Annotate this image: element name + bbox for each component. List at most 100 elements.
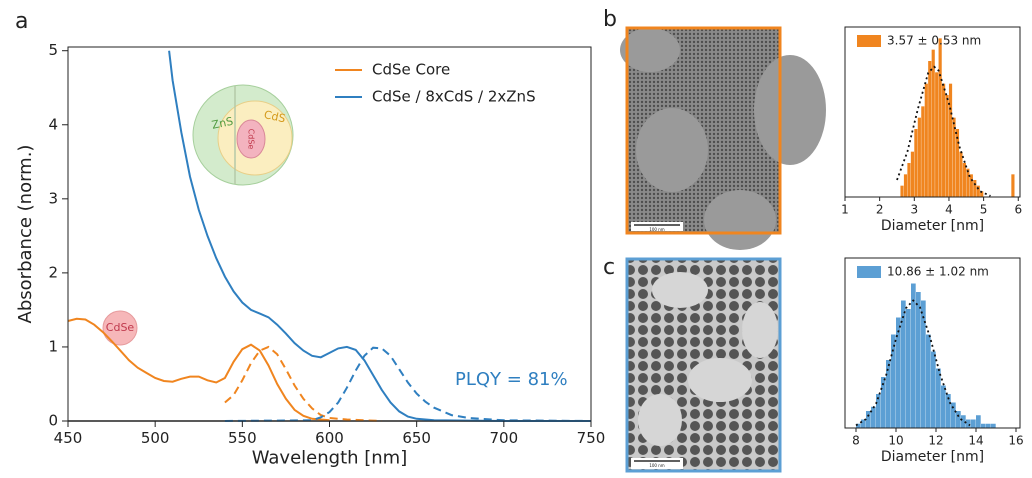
shell-label: ZnS: [211, 115, 235, 132]
histogram-bar: [866, 411, 871, 428]
plqy-annotation: PLQY = 81%: [455, 369, 568, 390]
histogram-bar: [935, 72, 939, 197]
histogram-bar: [910, 151, 915, 197]
x-tick-label: 4: [945, 203, 953, 217]
series-line: [224, 345, 382, 422]
histogram-bar: [966, 168, 970, 197]
histogram-bar: [861, 419, 866, 428]
histogram-bar: [926, 334, 931, 428]
tem-image-b: [620, 26, 826, 250]
x-tick-label: 16: [1008, 434, 1023, 448]
y-axis-label: Absorbance (norm.): [15, 145, 36, 324]
histogram-bar: [924, 83, 928, 197]
histogram-bar: [1011, 174, 1015, 197]
x-axis-label: Wavelength [nm]: [252, 448, 408, 469]
series-line: [67, 317, 330, 422]
y-tick-label: 0: [48, 412, 58, 430]
x-axis-label: Diameter [nm]: [881, 218, 984, 234]
series-line: [168, 50, 591, 422]
histogram-bar: [856, 423, 861, 428]
x-tick-label: 2: [876, 203, 884, 217]
histogram-bar: [959, 151, 963, 197]
x-tick-label: 1: [841, 203, 849, 217]
scale-bar-label: 100 nm: [649, 227, 664, 232]
histogram-bar: [991, 423, 996, 428]
panel-label: b: [603, 7, 617, 32]
x-tick-label: 12: [928, 434, 943, 448]
x-tick-label: 10: [888, 434, 903, 448]
tem-image-c: [625, 257, 782, 473]
histogram-bar: [901, 300, 906, 428]
histogram-bar: [936, 368, 941, 428]
panel-label: c: [603, 255, 615, 280]
histogram-bar: [916, 292, 921, 428]
x-tick-label: 550: [228, 429, 257, 447]
core-label: CdSe: [247, 129, 256, 150]
histogram-bar: [911, 283, 916, 428]
histogram-bar: [952, 117, 956, 197]
histogram-bar: [900, 185, 904, 197]
histogram-bar: [961, 415, 966, 428]
histogram-bar: [871, 406, 876, 428]
histogram-bar: [938, 38, 942, 198]
series-line: [224, 346, 592, 422]
histogram-bar: [962, 163, 966, 197]
histogram-bar: [981, 423, 986, 428]
x-tick-label: 700: [490, 429, 519, 447]
axes-frame: [844, 26, 1021, 198]
panel-label: a: [15, 9, 28, 34]
legend-label: CdSe Core: [372, 61, 450, 79]
x-tick-label: 600: [315, 429, 344, 447]
x-tick-label: 14: [968, 434, 983, 448]
y-tick-label: 2: [48, 263, 58, 281]
histogram-bar: [941, 385, 946, 428]
y-tick-label: 5: [48, 41, 58, 59]
histogram-bar: [973, 180, 977, 197]
fit-curve: [855, 299, 971, 427]
legend-label: CdSe / 8xCdS / 2xZnS: [372, 88, 536, 106]
x-tick-label: 5: [980, 203, 988, 217]
shell-label: CdS: [263, 108, 287, 125]
x-tick-label: 500: [141, 429, 170, 447]
histogram-bar: [914, 129, 918, 197]
histogram-bar: [986, 423, 991, 428]
x-tick-label: 750: [577, 429, 606, 447]
histogram-bar: [891, 334, 896, 428]
x-tick-label: 450: [54, 429, 83, 447]
histogram-bar: [917, 117, 921, 197]
histogram-bar: [980, 191, 984, 197]
scale-bar-label: 100 nm: [649, 463, 664, 468]
y-tick-label: 3: [48, 189, 58, 207]
histogram-bar: [969, 174, 973, 197]
histogram-bar: [942, 83, 946, 197]
histogram-bar: [896, 317, 901, 428]
x-tick-label: 8: [852, 434, 860, 448]
histogram-bar: [903, 174, 908, 197]
histogram-bar: [881, 377, 886, 428]
core-shell-schematic: [102, 84, 294, 346]
histogram-bar: [956, 411, 961, 428]
histogram-bar: [955, 129, 960, 197]
x-axis-label: Diameter [nm]: [881, 449, 984, 465]
histogram-bar: [951, 402, 956, 428]
axes-frame: [844, 257, 1021, 429]
histogram-bar: [946, 394, 951, 428]
histogram-bar: [928, 61, 932, 197]
legend-label: 3.57 ± 0.53 nm: [887, 34, 981, 48]
histogram-bar: [976, 415, 981, 428]
legend-swatch: [857, 266, 881, 278]
histogram-bar: [976, 185, 980, 197]
fit-curve: [896, 65, 991, 197]
histogram-bar: [907, 163, 911, 197]
x-tick-label: 6: [1014, 203, 1022, 217]
histogram-bar: [931, 49, 935, 197]
histogram-bar: [931, 351, 936, 428]
x-tick-label: 650: [402, 429, 431, 447]
histogram-bar: [948, 83, 953, 197]
y-tick-label: 4: [48, 115, 58, 133]
histogram-bar: [921, 106, 925, 197]
legend-label: 10.86 ± 1.02 nm: [887, 265, 989, 279]
histogram-bar: [971, 419, 976, 428]
core-label: CdSe: [106, 321, 135, 334]
